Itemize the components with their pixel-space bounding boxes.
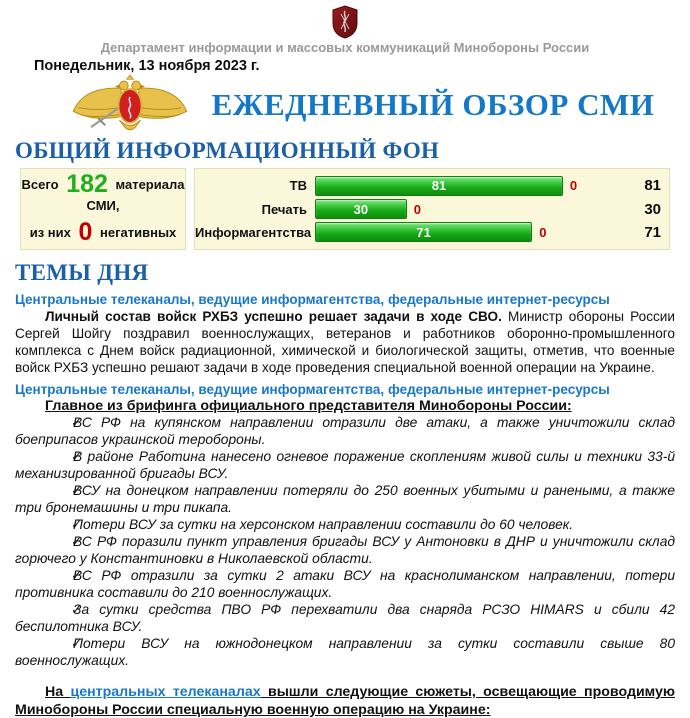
bar-value-print: 30 [353, 201, 369, 217]
summary-negative-line: из них 0 негативных [21, 218, 185, 247]
channels-subtitle-1: Центральные телеканалы, ведущие информаг… [15, 292, 610, 307]
check-icon: ✓ [71, 534, 83, 549]
check-icon: ✓ [71, 517, 83, 532]
briefing-title: Главное из брифинга официального предста… [15, 398, 675, 414]
negative-value-tv: 0 [569, 178, 578, 194]
mod-eagle-emblem-icon [72, 74, 188, 131]
bar-area: 30 0 [315, 199, 621, 219]
chart-row-tv: ТВ 81 0 81 [195, 175, 661, 196]
bullet-text: В районе Работина нанесено огневое пораж… [15, 449, 675, 481]
briefing-bullet: ✓ВС РФ на купянском направлении отразили… [15, 414, 675, 448]
title-row: ЕЖЕДНЕВНЫЙ ОБЗОР СМИ [0, 74, 690, 136]
bar-label-agencies: Информагентства [195, 224, 312, 240]
check-icon: ✓ [71, 602, 83, 617]
total-value-print: 30 [644, 200, 661, 218]
section-heading-info-fon: ОБЩИЙ ИНФОРМАЦИОННЫЙ ФОН [15, 138, 440, 163]
bullet-text: ВСУ на донецком направлении потеряли до … [15, 483, 675, 515]
tv-head-seg1: На [45, 684, 71, 700]
chart-row-print: Печать 30 0 30 [195, 199, 661, 220]
tv-head-seg2-blue: центральных телеканалах [70, 684, 261, 700]
department-name: Департамент информации и массовых коммун… [100, 40, 590, 55]
story-rhbz-body: Министр обороны России Сергей Шойгу позд… [15, 309, 675, 375]
page-title: ЕЖЕДНЕВНЫЙ ОБЗОР СМИ [211, 87, 655, 122]
summary-suffix: материала СМИ, [86, 177, 185, 213]
briefing-title-text: Главное из брифинга официального предста… [45, 398, 572, 414]
check-icon: ✓ [71, 415, 83, 430]
negative-value-agencies: 0 [539, 224, 547, 240]
bar-agencies: 71 [315, 222, 533, 243]
total-materials-count: 182 [66, 170, 108, 199]
bar-tv: 81 [315, 175, 563, 196]
bullet-text: За сутки средства ПВО РФ перехватили два… [15, 602, 675, 634]
summary-prefix: Всего [21, 177, 59, 193]
briefing-bullet: ✓ВС РФ отразили за сутки 2 атаки ВСУ на … [15, 567, 675, 601]
check-icon: ✓ [71, 568, 83, 583]
document-date: Понедельник, 13 ноября 2023 г. [34, 58, 260, 74]
tv-stories-heading: На центральных телеканалах вышли следующ… [15, 683, 675, 718]
summary-total-line: Всего 182 материала СМИ, [21, 171, 185, 213]
channels-subtitle-2: Центральные телеканалы, ведущие информаг… [15, 382, 610, 397]
bar-value-agencies: 71 [416, 224, 431, 240]
bullet-text: ВС РФ поразили пункт управления бригады … [15, 534, 675, 566]
bullet-text: ВС РФ на купянском направлении отразили … [15, 415, 675, 447]
negative-materials-count: 0 [78, 218, 93, 247]
briefing-bullet: ✓За сутки средства ПВО РФ перехватили дв… [15, 601, 675, 635]
bar-print: 30 [315, 199, 407, 219]
story-rhbz-lead: Личный состав войск РХБЗ успешно решает … [45, 309, 502, 324]
bar-label-tv: ТВ [289, 178, 307, 194]
tv-head-seg3: вышли следующие сюжеты, освещающие прово… [15, 684, 675, 718]
bar-area: 71 0 [315, 222, 621, 243]
bullet-text: ВС РФ отразили за сутки 2 атаки ВСУ на к… [15, 568, 675, 600]
briefing-bullet: ✓Потери ВСУ за сутки на херсонском напра… [15, 516, 675, 533]
briefing-bullet: ✓ВС РФ поразили пункт управления бригады… [15, 533, 675, 567]
briefing-bullet: ✓Потери ВСУ на южнодонецком направлении … [15, 635, 675, 669]
story-rhbz: Личный состав войск РХБЗ успешно решает … [15, 308, 675, 376]
bullet-text: Потери ВСУ на южнодонецком направлении з… [15, 636, 675, 668]
check-icon: ✓ [71, 449, 83, 464]
bullet-text: Потери ВСУ за сутки на херсонском направ… [73, 517, 574, 532]
bar-area: 81 0 [315, 175, 621, 196]
briefing-bullet: ✓ВСУ на донецком направлении потеряли до… [15, 482, 675, 516]
total-value-agencies: 71 [644, 223, 661, 241]
department-crest-icon [332, 5, 358, 39]
total-value-tv: 81 [644, 177, 661, 195]
negative-value-print: 0 [413, 201, 422, 217]
bar-label-print: Печать [261, 201, 307, 217]
check-icon: ✓ [71, 636, 83, 651]
briefing-bullet: ✓В районе Работина нанесено огневое пора… [15, 448, 675, 482]
negative-prefix: из них [29, 225, 71, 241]
negative-suffix: негативных [100, 225, 177, 241]
info-fon-panel: Всего 182 материала СМИ, из них 0 негати… [20, 168, 670, 250]
media-summary-box: Всего 182 материала СМИ, из них 0 негати… [20, 168, 186, 250]
bar-value-tv: 81 [431, 178, 447, 194]
check-icon: ✓ [71, 483, 83, 498]
media-bar-chart: ТВ 81 0 81 Печать 30 0 30 [194, 168, 670, 250]
chart-row-agencies: Информагентства 71 0 71 [195, 222, 661, 243]
section-heading-topics: ТЕМЫ ДНЯ [15, 260, 149, 285]
